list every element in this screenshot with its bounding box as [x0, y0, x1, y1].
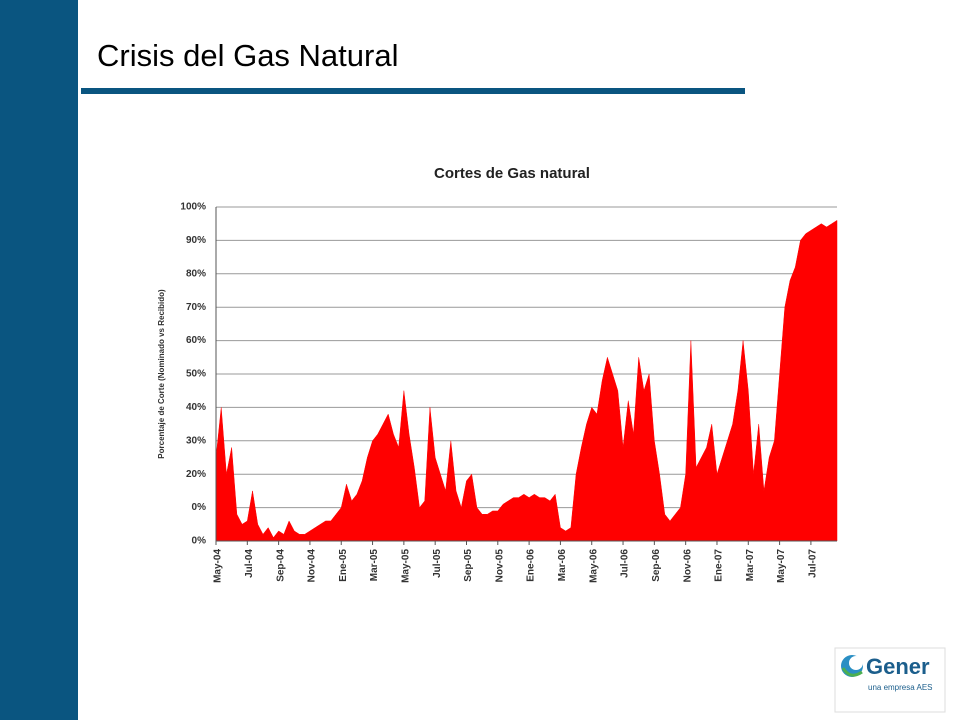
logo-swoosh — [841, 667, 863, 677]
x-tick-label: Nov-05 — [494, 549, 505, 583]
x-tick-label: Sep-05 — [463, 549, 474, 582]
y-tick-label: 0% — [192, 536, 207, 547]
x-tick-label: May-07 — [776, 549, 787, 583]
x-tick-label: May-04 — [213, 549, 224, 583]
y-tick-label: 60% — [186, 335, 206, 346]
area — [215, 219, 838, 542]
logo-tagline: una empresa AES — [868, 683, 932, 692]
y-axis-label: Porcentaje de Corte (Nominado vs Recibid… — [157, 289, 166, 459]
x-tick-label: Jul-07 — [808, 549, 819, 578]
y-tick-label: 30% — [186, 435, 206, 446]
x-tick-label: Jul-05 — [432, 549, 443, 578]
slide-title: Crisis del Gas Natural — [97, 38, 398, 73]
chart-title: Cortes de Gas natural — [434, 165, 590, 182]
rule — [81, 88, 745, 94]
x-tick-label: May-06 — [588, 549, 599, 583]
x-tick-label: Ene-07 — [714, 549, 725, 582]
x-tick-label: Jul-04 — [244, 549, 255, 578]
y-tick-label: 100% — [180, 202, 206, 213]
y-tick-label: 50% — [186, 369, 206, 380]
x-tick-label: May-05 — [401, 549, 412, 583]
y-tick-label: 40% — [186, 402, 206, 413]
x-tick-label: Sep-06 — [651, 549, 662, 582]
x-tick-label: Sep-04 — [275, 549, 286, 582]
x-tick-label: Mar-05 — [369, 549, 380, 582]
x-tick-label: Jul-06 — [620, 549, 631, 578]
x-tick-label: Ene-06 — [526, 549, 537, 582]
x-tick-label: Ene-05 — [338, 549, 349, 582]
logo-icon-cut — [849, 656, 863, 670]
logo-name: Gener — [866, 654, 930, 679]
y-tick-label: 20% — [186, 469, 206, 480]
y-tick-label: 0% — [192, 502, 207, 513]
y-tick-label: 80% — [186, 268, 206, 279]
x-tick-label: Nov-04 — [307, 549, 318, 583]
x-tick-label: Mar-06 — [557, 549, 568, 582]
y-tick-label: 70% — [186, 302, 206, 313]
x-tick-label: Mar-07 — [745, 549, 756, 582]
rule-left — [26, 88, 76, 94]
x-tick-label: Nov-06 — [682, 549, 693, 583]
y-tick-label: 90% — [186, 235, 206, 246]
side-bar — [0, 0, 78, 720]
